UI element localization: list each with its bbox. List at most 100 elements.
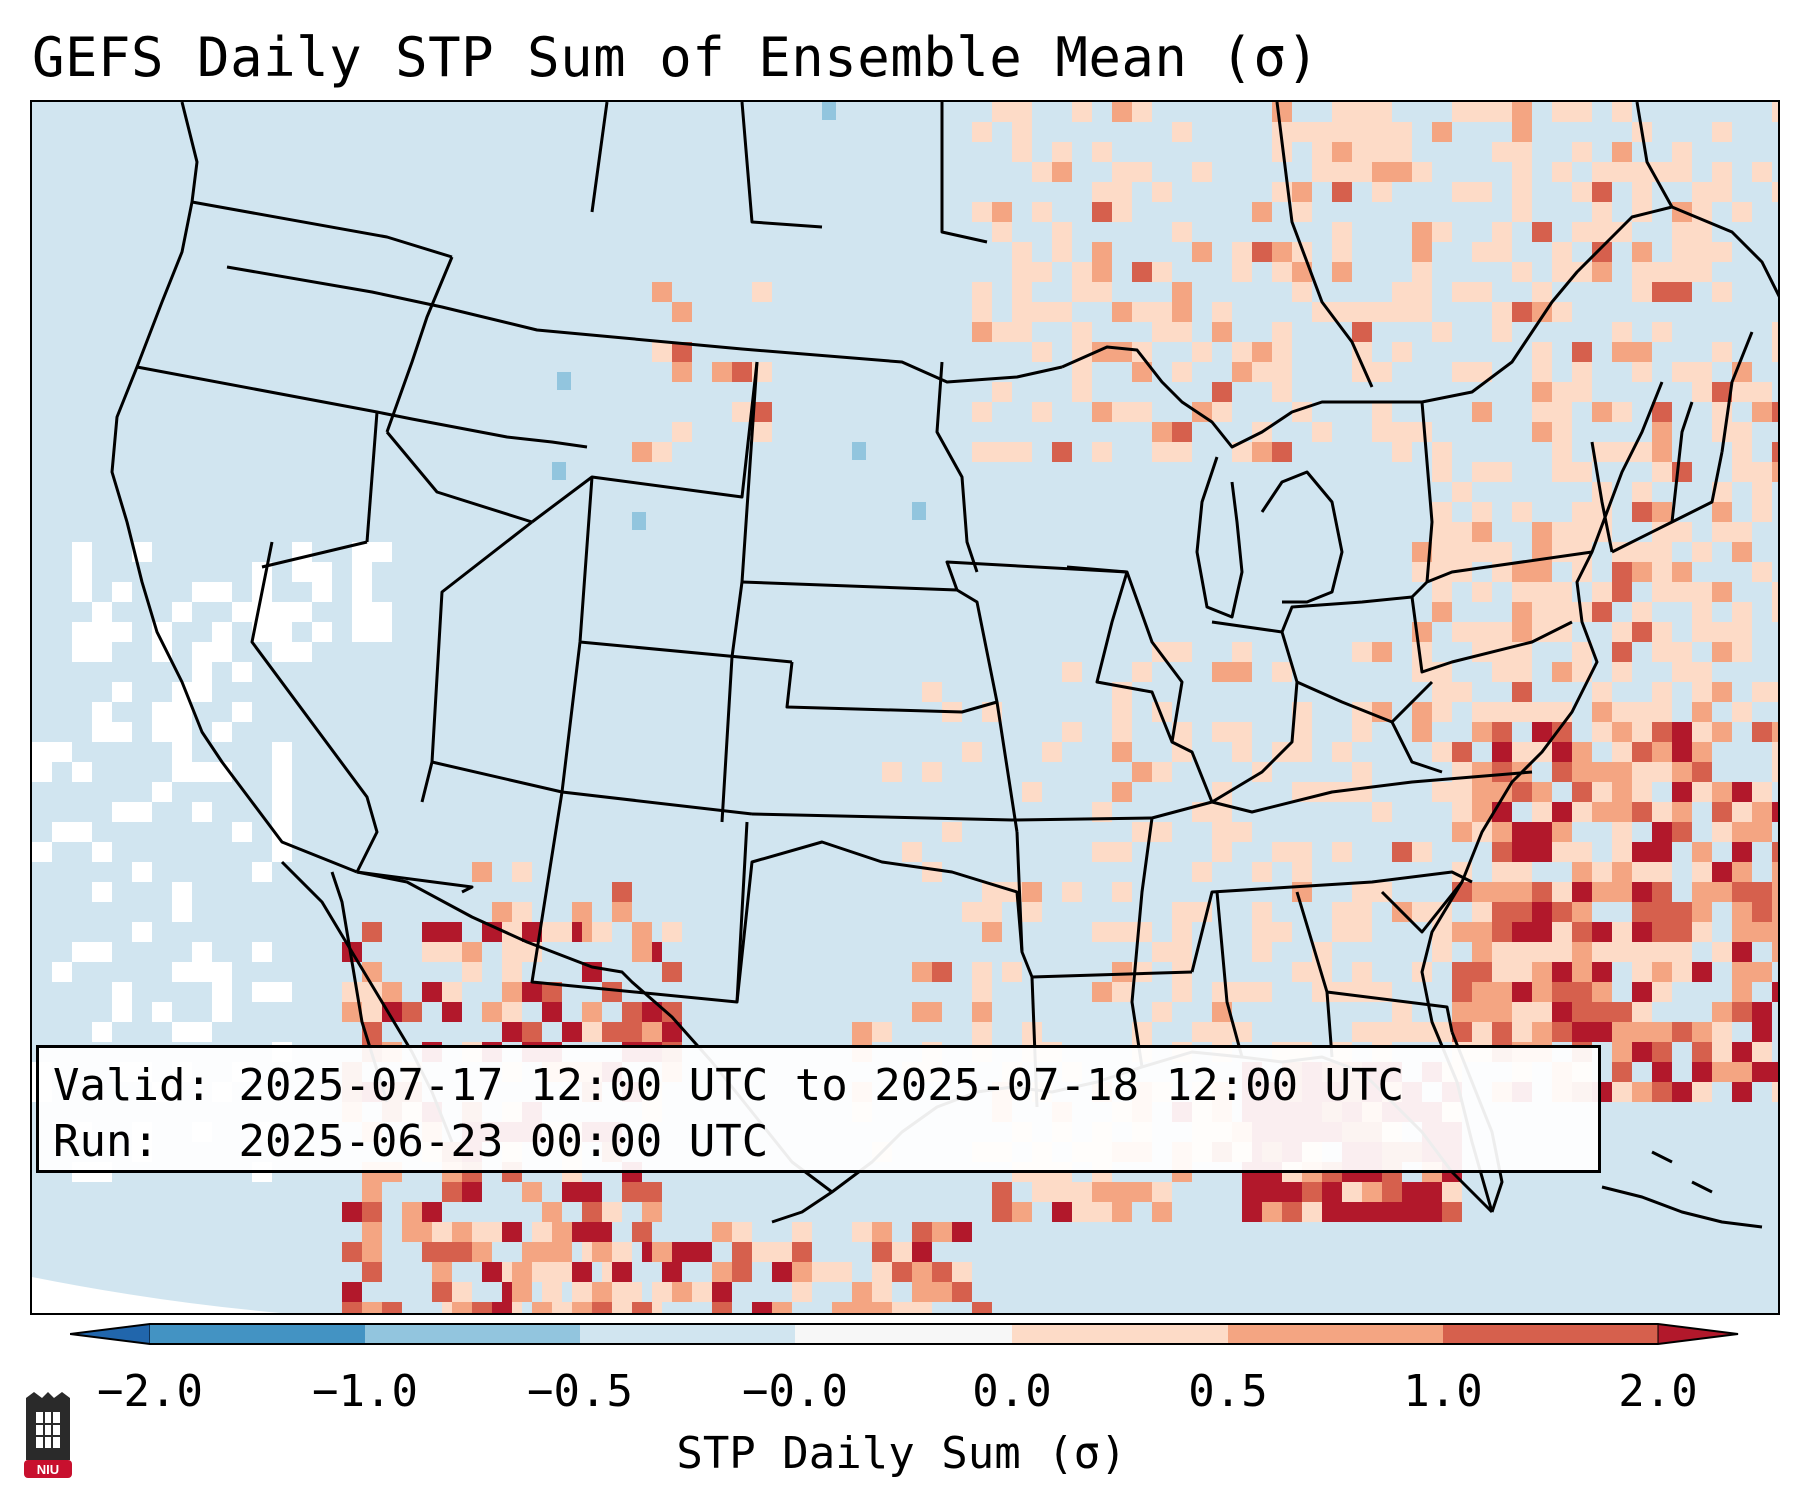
anomaly-cell <box>1132 662 1152 682</box>
anomaly-cell <box>112 982 132 1002</box>
anomaly-cell <box>932 962 952 982</box>
anomaly-cell <box>1732 382 1752 402</box>
anomaly-cell <box>1512 202 1532 222</box>
anomaly-cell <box>1592 762 1612 782</box>
anomaly-cell <box>292 642 312 662</box>
anomaly-cell <box>1772 442 1778 462</box>
anomaly-cell <box>1092 202 1112 222</box>
anomaly-cell <box>1612 822 1632 842</box>
anomaly-cell <box>1632 962 1652 982</box>
anomaly-cell <box>1572 182 1592 202</box>
anomaly-cell <box>1632 902 1652 922</box>
anomaly-cell <box>1712 422 1732 442</box>
anomaly-cell <box>1772 982 1778 1002</box>
anomaly-cell <box>1232 642 1252 662</box>
anomaly-cell <box>1552 542 1572 562</box>
anomaly-cell <box>92 882 112 902</box>
anomaly-cell <box>1712 582 1732 602</box>
anomaly-cell <box>312 562 332 582</box>
anomaly-cell <box>1612 622 1632 642</box>
anomaly-cell <box>672 1282 692 1302</box>
anomaly-cell <box>1532 422 1552 442</box>
anomaly-cell <box>232 602 252 622</box>
anomaly-cell <box>1052 1182 1072 1202</box>
anomaly-cell <box>1492 942 1512 962</box>
anomaly-cell <box>1072 282 1092 302</box>
anomaly-cell <box>1052 242 1072 262</box>
anomaly-cell <box>1492 622 1512 642</box>
anomaly-cell <box>622 1022 642 1042</box>
anomaly-cell <box>1652 402 1672 422</box>
anomaly-cell <box>992 442 1012 462</box>
anomaly-cell <box>272 982 292 1002</box>
colorbar-extend-low <box>70 1323 151 1345</box>
anomaly-cell <box>1492 302 1512 322</box>
anomaly-cell <box>552 1242 572 1262</box>
anomaly-cell <box>1672 242 1692 262</box>
anomaly-cell <box>1512 302 1532 322</box>
anomaly-cell <box>692 1282 712 1302</box>
anomaly-cell <box>1062 722 1082 742</box>
anomaly-cell <box>192 762 212 782</box>
tick-label: −2.0 <box>97 1366 203 1417</box>
anomaly-cell <box>132 862 152 882</box>
anomaly-cell <box>1372 362 1392 382</box>
anomaly-cell <box>1712 942 1732 962</box>
anomaly-cell <box>422 942 442 962</box>
anomaly-cell <box>1652 942 1672 962</box>
anomaly-cell <box>1672 282 1692 302</box>
anomaly-cell <box>252 622 272 642</box>
anomaly-cell <box>1072 1202 1092 1222</box>
anomaly-cell <box>32 762 52 782</box>
anomaly-cell <box>1672 942 1692 962</box>
tick-label: −1.0 <box>312 1366 418 1417</box>
anomaly-cell <box>1592 482 1612 502</box>
anomaly-cell <box>792 1262 812 1282</box>
anomaly-cell <box>912 1282 932 1302</box>
anomaly-cell <box>1652 542 1672 562</box>
anomaly-cell <box>1402 1202 1422 1222</box>
anomaly-cell <box>1292 722 1312 742</box>
anomaly-cell <box>1692 382 1712 402</box>
anomaly-cell <box>1032 1182 1052 1202</box>
anomaly-cell <box>1632 942 1652 962</box>
anomaly-cell <box>1572 342 1592 362</box>
anomaly-cell <box>1632 862 1652 882</box>
anomaly-cell <box>1732 542 1752 562</box>
anomaly-cell <box>1572 782 1592 802</box>
anomaly-cell <box>1532 942 1552 962</box>
anomaly-cell <box>1672 1082 1692 1102</box>
anomaly-cell <box>1272 342 1292 362</box>
logo-text: NIU <box>37 1462 59 1477</box>
anomaly-cell <box>1772 1082 1778 1102</box>
anomaly-cell <box>1152 942 1172 962</box>
anomaly-cell <box>1712 342 1732 362</box>
anomaly-cell <box>1772 682 1778 702</box>
anomaly-cell <box>482 1262 502 1282</box>
anomaly-cell <box>1192 1022 1212 1042</box>
niu-logo: NIU <box>24 1392 72 1478</box>
anomaly-cell <box>1032 402 1052 422</box>
anomaly-cell <box>1022 902 1042 922</box>
anomaly-cell <box>1612 802 1632 822</box>
anomaly-cell <box>1172 982 1192 1002</box>
anomaly-cell <box>72 762 92 782</box>
anomaly-cell <box>1592 202 1612 222</box>
anomaly-cell <box>912 962 932 982</box>
anomaly-cell <box>1732 782 1752 802</box>
anomaly-cell <box>52 742 72 762</box>
anomaly-cell <box>1512 982 1532 1002</box>
anomaly-cell <box>1572 802 1592 822</box>
valid-label: Valid: <box>53 1060 212 1111</box>
anomaly-cell <box>1412 1022 1432 1042</box>
anomaly-cell <box>1172 222 1192 242</box>
anomaly-cell <box>482 1002 502 1022</box>
anomaly-cell <box>1552 442 1572 462</box>
anomaly-cell <box>1552 422 1572 442</box>
anomaly-cell <box>1552 462 1572 482</box>
anomaly-cell <box>972 402 992 422</box>
anomaly-cell <box>1772 942 1778 962</box>
anomaly-cell <box>1152 322 1172 342</box>
anomaly-cell <box>1552 982 1572 1002</box>
anomaly-cell <box>1152 182 1172 202</box>
